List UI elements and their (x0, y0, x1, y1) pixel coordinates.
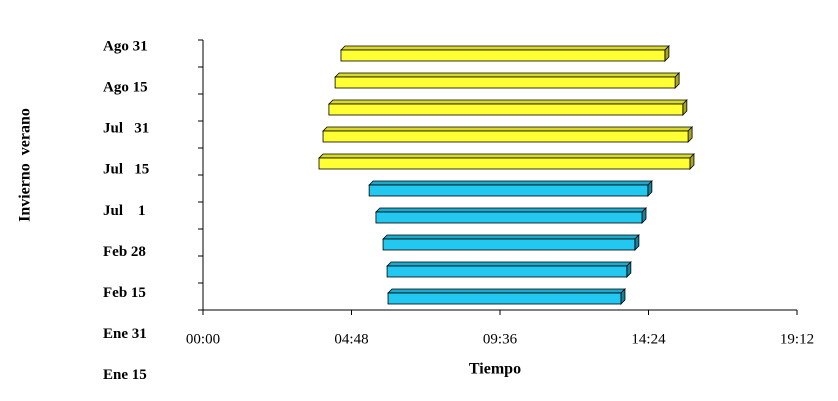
x-tick-label: 04:48 (334, 331, 368, 347)
bar-top (327, 99, 688, 105)
y-label: Ene 15 (103, 367, 147, 383)
bar-top (334, 72, 681, 78)
bar (375, 211, 643, 224)
bar-top (382, 234, 640, 240)
x-tick-label: 19:12 (780, 331, 814, 347)
y-label: Jul 31 (103, 121, 149, 137)
bar (382, 238, 636, 251)
y-label: Jul 15 (103, 162, 149, 178)
bar (328, 103, 684, 116)
y-label: Feb 28 (103, 244, 146, 260)
y-title: Invierno verano (17, 108, 34, 222)
bar-top (387, 288, 626, 294)
x-tick-label: 14:24 (631, 331, 666, 347)
bar-top (368, 180, 653, 186)
bar-top (374, 207, 647, 213)
y-label: Feb 15 (103, 285, 146, 301)
y-label: Jul 1 (103, 203, 146, 219)
bar (387, 292, 622, 305)
x-tick-label: 00:00 (186, 331, 220, 347)
bar (322, 130, 689, 143)
x-title: Tiempo (469, 361, 521, 378)
bar-top (386, 261, 632, 267)
bar-top (318, 153, 695, 159)
bar-top (340, 45, 670, 51)
bar (368, 184, 649, 197)
bar (340, 49, 666, 62)
x-tick-label: 09:36 (483, 331, 518, 347)
bar (334, 76, 676, 89)
y-label: Ago 15 (103, 80, 148, 96)
y-label: Ago 31 (103, 38, 148, 54)
bar (318, 157, 691, 170)
bar (386, 265, 628, 278)
y-label: Ene 31 (103, 326, 147, 342)
bar-top (322, 126, 694, 132)
